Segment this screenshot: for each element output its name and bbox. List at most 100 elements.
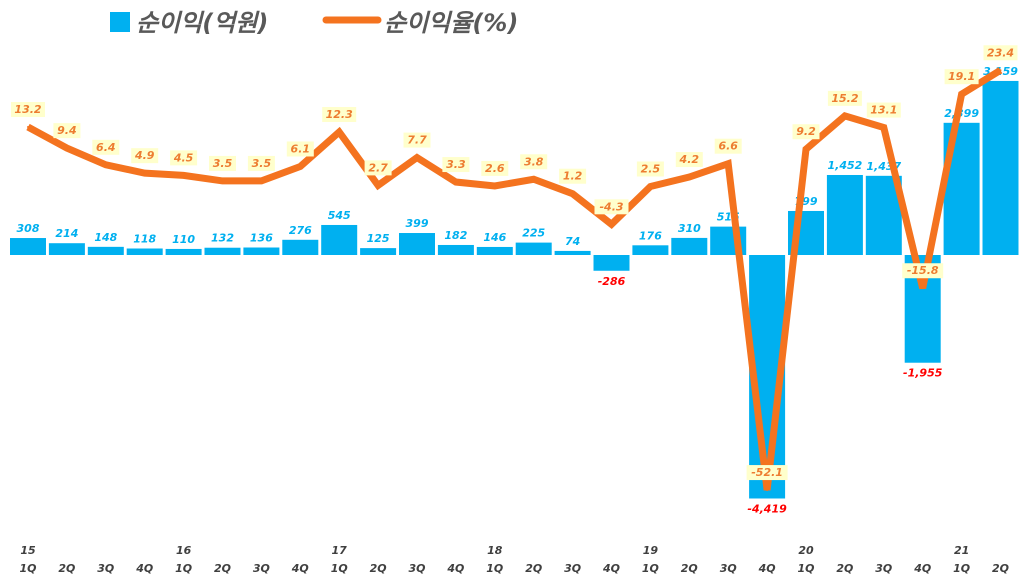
bar-data-label: 545: [328, 209, 351, 222]
line-data-label: 3.3: [446, 158, 466, 171]
bar-data-label: 110: [172, 233, 195, 246]
line-point: [805, 148, 807, 151]
bar: [282, 239, 319, 255]
line-label-bg: [594, 199, 629, 215]
line-point: [571, 192, 574, 195]
x-tick-quarter: 1Q: [175, 562, 192, 575]
bar: [360, 248, 397, 255]
bar: [165, 248, 202, 255]
bar: [593, 255, 630, 271]
x-tick-quarter: 2Q: [370, 562, 387, 575]
line-data-label: 6.1: [291, 142, 311, 155]
x-tick-year: 16: [176, 544, 192, 557]
line-label-bg: [131, 148, 159, 164]
line-data-label: 13.1: [870, 104, 897, 117]
bar: [126, 248, 163, 255]
line-data-label: 4.9: [134, 149, 155, 162]
x-tick-quarter: 3Q: [564, 562, 581, 575]
line-point: [921, 287, 924, 290]
line-data-label: 4.5: [173, 151, 194, 164]
x-tick-quarter: 3Q: [875, 562, 892, 575]
x-tick-quarter: 2Q: [214, 562, 231, 575]
line-point: [882, 126, 885, 129]
line-data-label: -52.1: [751, 466, 783, 479]
line-point: [999, 69, 1002, 72]
line-series: [26, 67, 1003, 491]
line-label-bg: [983, 45, 1018, 61]
x-tick-quarter: 2Q: [836, 562, 853, 575]
line-data-label: 1.2: [563, 170, 583, 183]
bar-data-label: 2,399: [944, 107, 979, 120]
x-tick-year: 20: [798, 544, 814, 557]
bar-data-label: 118: [133, 232, 156, 245]
x-tick-quarter: 3Q: [408, 562, 425, 575]
bar-data-label: 399: [406, 217, 429, 230]
legend-label-bar: 순이익(억원): [136, 9, 268, 37]
x-tick-year: 18: [487, 544, 503, 557]
x-tick-quarter: 3Q: [253, 562, 270, 575]
line-point: [649, 185, 652, 188]
line-label-bg: [746, 465, 788, 481]
line-point: [416, 156, 418, 159]
bar: [321, 224, 358, 255]
bar: [554, 250, 591, 255]
bar-data-label: 276: [289, 224, 312, 237]
bar: [826, 174, 863, 255]
line-label-bg: [636, 161, 664, 177]
line-label-bg: [11, 102, 45, 117]
line-point: [960, 93, 963, 96]
line-label-bg: [675, 152, 703, 168]
line-point: [65, 147, 68, 150]
line-point: [104, 163, 107, 166]
line-data-label: 9.4: [57, 124, 77, 137]
legend-swatch-bar: [110, 12, 130, 32]
line-label-bg: [902, 263, 944, 279]
x-tick-year: 19: [643, 544, 659, 557]
bar: [48, 243, 85, 255]
line-data-label: 7.7: [407, 134, 427, 147]
legend-label-line: 순이익율(%): [384, 9, 518, 37]
bar-data-label: 125: [367, 232, 390, 245]
x-tick-quarter: 2Q: [58, 562, 75, 575]
line-data-label: 23.4: [987, 46, 1014, 59]
bar-data-label: 310: [678, 222, 701, 235]
line-data-label: -15.8: [907, 264, 939, 277]
x-tick-year: 21: [954, 544, 969, 557]
x-tick-quarter: 4Q: [758, 562, 776, 575]
line-point: [688, 176, 691, 179]
x-tick-quarter: 2Q: [992, 562, 1009, 575]
line-label-bg: [286, 141, 314, 157]
x-tick-quarter: 3Q: [97, 562, 114, 575]
bar: [982, 80, 1019, 255]
line-point: [221, 179, 224, 182]
bar-data-label: 182: [444, 229, 467, 242]
x-tick-quarter: 1Q: [486, 562, 503, 575]
line-data-label: 6.6: [718, 140, 738, 153]
line-data-label: 9.2: [796, 125, 816, 138]
line-label-bg: [520, 154, 548, 170]
x-tick-quarter: 1Q: [642, 562, 659, 575]
x-tick-quarter: 1Q: [331, 562, 348, 575]
bar: [632, 245, 669, 255]
line-data-label: 3.8: [524, 155, 544, 168]
bar: [87, 246, 124, 255]
line-label-bg: [827, 90, 862, 106]
bar-data-label: 148: [94, 231, 117, 244]
bar-data-label: 225: [522, 227, 545, 240]
bar-data-label: 214: [55, 227, 78, 240]
line-label-bg: [209, 155, 236, 171]
x-tick-quarter: 1Q: [797, 562, 814, 575]
line-label-bg: [53, 123, 81, 139]
line-point: [182, 174, 185, 177]
line-data-label: 13.2: [14, 103, 41, 116]
line-point: [727, 162, 730, 165]
x-tick-quarter: 2Q: [525, 562, 542, 575]
line-label-bg: [714, 138, 742, 154]
line-data-label: 2.5: [641, 162, 661, 175]
bar-data-label: -286: [598, 275, 626, 288]
line-data-label: 6.4: [96, 141, 116, 154]
x-tick-quarter: 4Q: [602, 562, 620, 575]
line-data-label: 3.5: [213, 157, 233, 170]
line-data-label: 3.5: [252, 157, 272, 170]
